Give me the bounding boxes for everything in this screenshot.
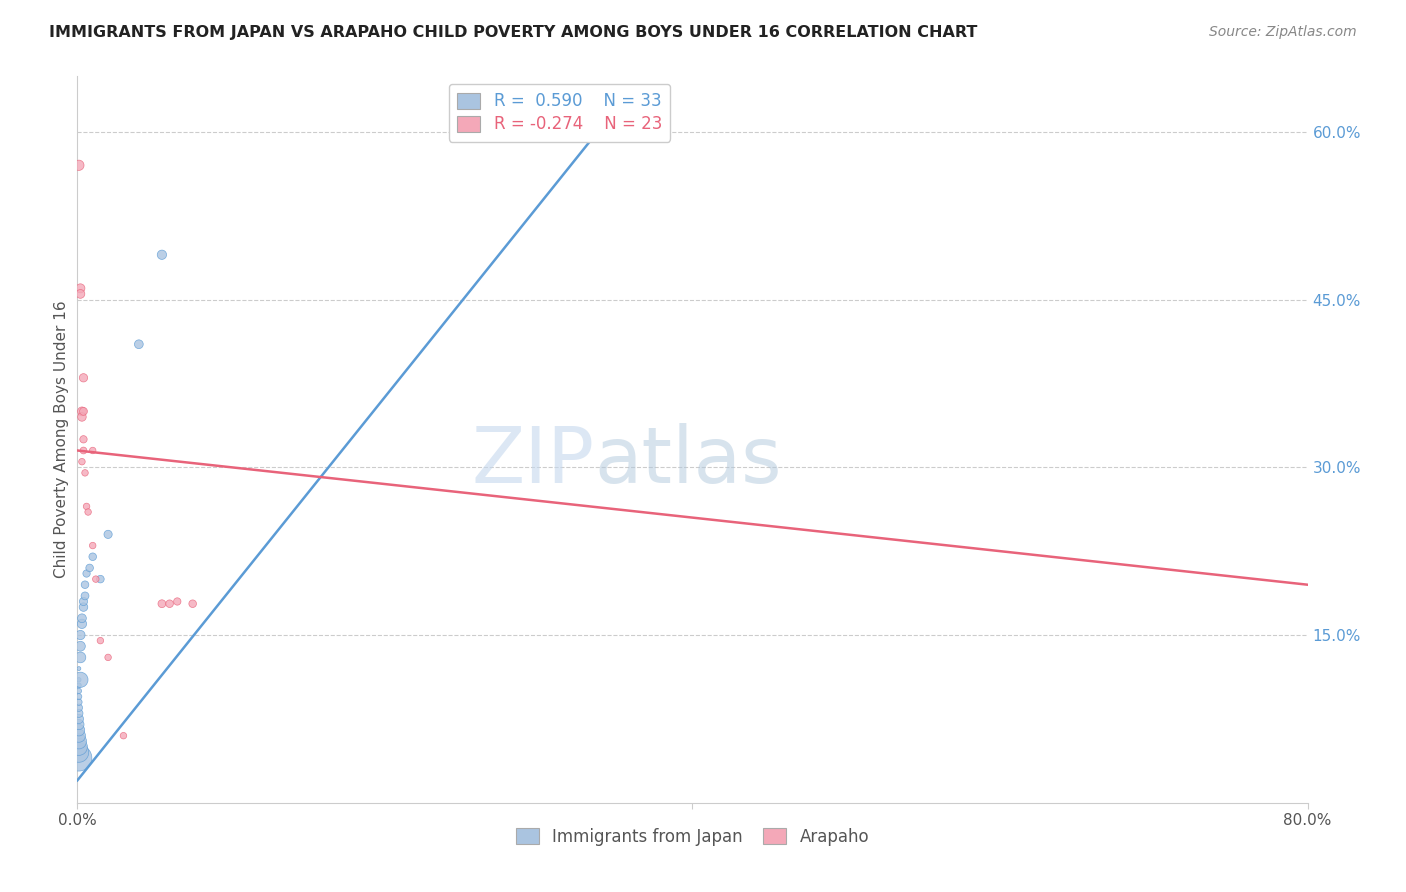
Point bbox=[69, 628, 91, 642]
Point bbox=[73, 578, 96, 592]
Point bbox=[82, 443, 104, 458]
Point bbox=[97, 650, 120, 665]
Point bbox=[67, 673, 90, 687]
Point bbox=[73, 466, 96, 480]
Point bbox=[150, 248, 173, 262]
Point bbox=[67, 158, 90, 172]
Point bbox=[72, 404, 94, 418]
Text: ZIP: ZIP bbox=[471, 423, 595, 500]
Point bbox=[70, 404, 93, 418]
Point bbox=[150, 597, 173, 611]
Point bbox=[69, 673, 91, 687]
Point bbox=[70, 616, 93, 631]
Point bbox=[67, 739, 90, 754]
Text: IMMIGRANTS FROM JAPAN VS ARAPAHO CHILD POVERTY AMONG BOYS UNDER 16 CORRELATION C: IMMIGRANTS FROM JAPAN VS ARAPAHO CHILD P… bbox=[49, 25, 977, 40]
Point bbox=[76, 500, 98, 514]
Point bbox=[69, 650, 91, 665]
Point bbox=[69, 281, 91, 295]
Point bbox=[67, 690, 90, 704]
Point bbox=[72, 443, 94, 458]
Point bbox=[70, 611, 93, 625]
Point bbox=[70, 409, 93, 424]
Point bbox=[89, 633, 111, 648]
Point bbox=[67, 729, 90, 743]
Point bbox=[67, 746, 90, 760]
Point bbox=[67, 695, 90, 709]
Point bbox=[97, 527, 120, 541]
Text: atlas: atlas bbox=[595, 423, 782, 500]
Point bbox=[72, 432, 94, 446]
Point bbox=[181, 597, 204, 611]
Text: Source: ZipAtlas.com: Source: ZipAtlas.com bbox=[1209, 25, 1357, 39]
Point bbox=[67, 751, 90, 765]
Point bbox=[70, 455, 93, 469]
Point bbox=[67, 717, 90, 731]
Point bbox=[67, 678, 90, 692]
Point bbox=[166, 594, 188, 608]
Point bbox=[73, 589, 96, 603]
Point bbox=[67, 734, 90, 748]
Point bbox=[79, 561, 101, 575]
Point bbox=[67, 706, 90, 721]
Point bbox=[67, 712, 90, 726]
Point bbox=[72, 600, 94, 615]
Point bbox=[67, 662, 90, 676]
Point bbox=[69, 287, 91, 301]
Y-axis label: Child Poverty Among Boys Under 16: Child Poverty Among Boys Under 16 bbox=[53, 301, 69, 578]
Point bbox=[67, 723, 90, 737]
Point bbox=[67, 700, 90, 714]
Point bbox=[77, 505, 100, 519]
Legend: Immigrants from Japan, Arapaho: Immigrants from Japan, Arapaho bbox=[509, 822, 876, 853]
Point bbox=[76, 566, 98, 581]
Point bbox=[72, 594, 94, 608]
Point bbox=[82, 539, 104, 553]
Point bbox=[112, 729, 135, 743]
Point bbox=[72, 371, 94, 385]
Point bbox=[84, 572, 107, 586]
Point bbox=[89, 572, 111, 586]
Point bbox=[69, 639, 91, 653]
Point bbox=[82, 549, 104, 564]
Point bbox=[67, 684, 90, 698]
Point bbox=[159, 597, 181, 611]
Point bbox=[128, 337, 150, 351]
